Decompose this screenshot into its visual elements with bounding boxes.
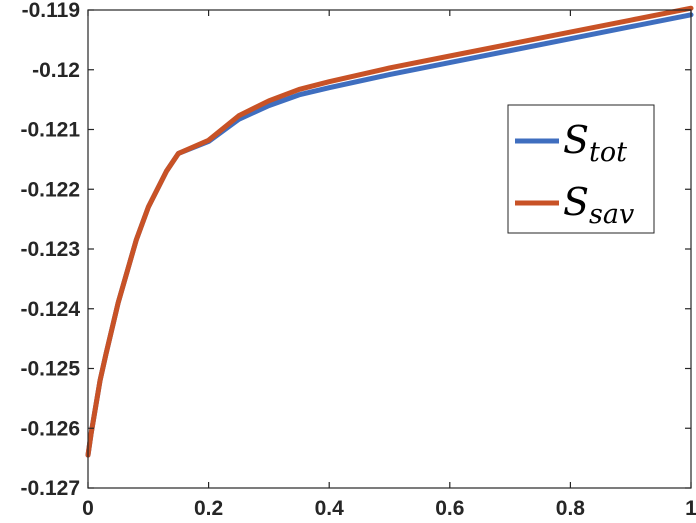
legend-box [507, 104, 655, 234]
y-tick-label: -0.12 [32, 59, 80, 82]
y-tick-label: -0.119 [22, 0, 80, 22]
x-tick-label: 0 [82, 497, 94, 520]
legend-label: Stot [563, 118, 627, 168]
y-tick-label: -0.125 [20, 358, 80, 381]
legend-label: Ssav [563, 180, 634, 230]
x-tick-label: 0.4 [315, 497, 345, 520]
x-tick-label: 0.2 [194, 497, 223, 520]
y-tick-label: -0.124 [20, 298, 80, 321]
x-tick-label: 0.6 [435, 497, 464, 520]
legend-label-main: S [563, 118, 589, 162]
axes-layer: 0 0.2 0.4 0.6 0.8 1 -0.119 -0.12 -0.121 -0.122 -0.… [20, 0, 696, 520]
x-tick-label: 0.8 [556, 497, 586, 520]
y-tick-label: -0.123 [20, 238, 80, 261]
y-tick-label: -0.126 [20, 417, 80, 440]
x-tick-label: 1 [685, 497, 696, 520]
series-layer [85, 5, 694, 458]
legend-label-subscript: sav [589, 199, 634, 230]
series-line-s-sav [85, 5, 694, 458]
y-tick-label: -0.122 [20, 178, 80, 201]
y-tick-label: -0.127 [20, 477, 80, 500]
y-tick-label: -0.121 [20, 119, 80, 142]
legend-label-subscript: tot [589, 137, 627, 168]
legend-label-main: S [563, 180, 589, 224]
